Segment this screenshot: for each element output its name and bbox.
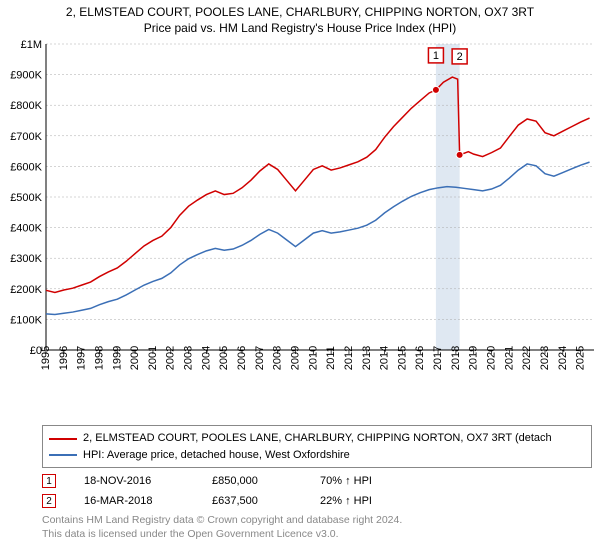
tx-hpi: 70% ↑ HPI	[320, 475, 410, 487]
chart-area: £0£100K£200K£300K£400K£500K£600K£700K£80…	[0, 38, 600, 423]
svg-text:2012: 2012	[343, 346, 355, 370]
legend-swatch	[49, 454, 77, 456]
svg-text:£400K: £400K	[10, 223, 42, 235]
svg-text:2022: 2022	[521, 346, 533, 370]
title-line-1: 2, ELMSTEAD COURT, POOLES LANE, CHARLBUR…	[8, 4, 592, 20]
svg-text:1999: 1999	[111, 346, 123, 370]
tx-marker: 1	[42, 474, 56, 488]
svg-text:£700K: £700K	[10, 131, 42, 143]
legend-label: 2, ELMSTEAD COURT, POOLES LANE, CHARLBUR…	[83, 430, 552, 447]
svg-text:£100K: £100K	[10, 315, 42, 327]
svg-text:2025: 2025	[575, 346, 587, 370]
svg-text:£500K: £500K	[10, 192, 42, 204]
svg-text:1996: 1996	[58, 346, 70, 370]
svg-text:2001: 2001	[147, 346, 159, 370]
line-chart-svg: £0£100K£200K£300K£400K£500K£600K£700K£80…	[0, 38, 600, 423]
svg-text:2005: 2005	[218, 346, 230, 370]
svg-text:2013: 2013	[361, 346, 373, 370]
svg-text:2019: 2019	[468, 346, 480, 370]
svg-text:2020: 2020	[486, 346, 498, 370]
svg-text:2015: 2015	[396, 346, 408, 370]
chart-container: 2, ELMSTEAD COURT, POOLES LANE, CHARLBUR…	[0, 0, 600, 560]
svg-text:2: 2	[457, 51, 463, 63]
tx-price: £850,000	[212, 475, 292, 487]
svg-text:1: 1	[433, 50, 439, 62]
svg-text:2023: 2023	[539, 346, 551, 370]
svg-text:1998: 1998	[93, 346, 105, 370]
svg-text:2006: 2006	[236, 346, 248, 370]
transaction-table: 1 18-NOV-2016 £850,000 70% ↑ HPI 2 16-MAR-201…	[42, 474, 592, 508]
svg-text:2003: 2003	[183, 346, 195, 370]
svg-text:1997: 1997	[76, 346, 88, 370]
title-line-2: Price paid vs. HM Land Registry's House …	[8, 20, 592, 36]
footer-line-2: This data is licensed under the Open Gov…	[42, 528, 592, 542]
footer-attribution: Contains HM Land Registry data © Crown c…	[42, 514, 592, 541]
svg-text:£300K: £300K	[10, 254, 42, 266]
svg-text:2002: 2002	[165, 346, 177, 370]
svg-text:2014: 2014	[379, 346, 391, 370]
tx-date: 16-MAR-2018	[84, 495, 184, 507]
svg-text:2008: 2008	[272, 346, 284, 370]
footer-line-1: Contains HM Land Registry data © Crown c…	[42, 514, 592, 528]
svg-text:2007: 2007	[254, 346, 266, 370]
tx-price: £637,500	[212, 495, 292, 507]
svg-text:£1M: £1M	[21, 39, 42, 51]
tx-hpi: 22% ↑ HPI	[320, 495, 410, 507]
svg-text:2024: 2024	[557, 346, 569, 370]
svg-text:2018: 2018	[450, 346, 462, 370]
table-row: 2 16-MAR-2018 £637,500 22% ↑ HPI	[42, 494, 592, 508]
svg-text:£900K: £900K	[10, 70, 42, 82]
svg-text:2004: 2004	[200, 346, 212, 370]
tx-date: 18-NOV-2016	[84, 475, 184, 487]
legend: 2, ELMSTEAD COURT, POOLES LANE, CHARLBUR…	[42, 425, 592, 468]
svg-text:2016: 2016	[414, 346, 426, 370]
tx-marker: 2	[42, 494, 56, 508]
svg-text:2021: 2021	[503, 346, 515, 370]
legend-swatch	[49, 438, 77, 440]
svg-text:£800K: £800K	[10, 101, 42, 113]
svg-text:2017: 2017	[432, 346, 444, 370]
svg-text:£600K: £600K	[10, 162, 42, 174]
legend-label: HPI: Average price, detached house, West…	[83, 447, 350, 464]
title-block: 2, ELMSTEAD COURT, POOLES LANE, CHARLBUR…	[0, 0, 600, 38]
table-row: 1 18-NOV-2016 £850,000 70% ↑ HPI	[42, 474, 592, 488]
svg-text:2010: 2010	[307, 346, 319, 370]
svg-text:2000: 2000	[129, 346, 141, 370]
svg-text:£200K: £200K	[10, 284, 42, 296]
legend-row: HPI: Average price, detached house, West…	[49, 447, 585, 464]
svg-text:2009: 2009	[289, 346, 301, 370]
legend-row: 2, ELMSTEAD COURT, POOLES LANE, CHARLBUR…	[49, 430, 585, 447]
